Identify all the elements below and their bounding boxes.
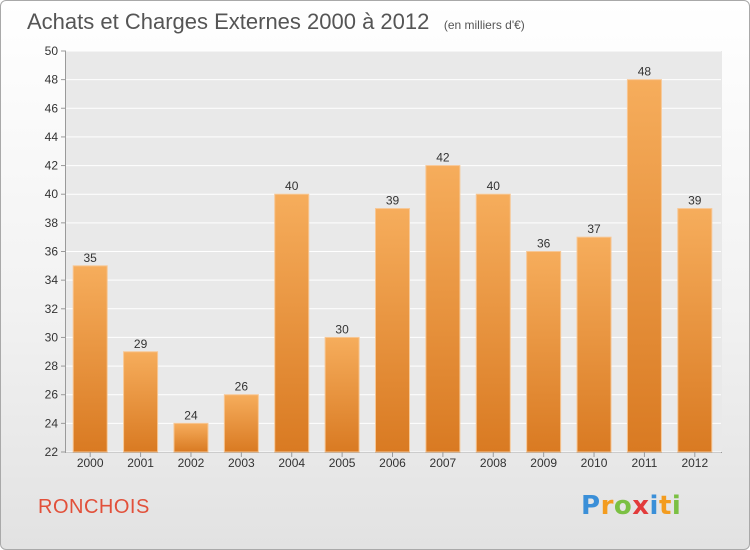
bar xyxy=(425,165,461,453)
logo-letter: r xyxy=(600,491,614,521)
value-label: 35 xyxy=(84,251,98,265)
y-tick-label: 44 xyxy=(45,130,59,144)
value-label: 29 xyxy=(134,337,148,351)
bar xyxy=(72,265,108,453)
x-tick-label: 2008 xyxy=(480,456,507,470)
value-label: 39 xyxy=(688,194,702,208)
x-tick-label: 2006 xyxy=(379,456,406,470)
y-tick-label: 22 xyxy=(45,445,59,459)
bar xyxy=(526,251,562,453)
y-tick-label: 34 xyxy=(45,273,59,287)
y-tick-label: 38 xyxy=(45,216,59,230)
bar xyxy=(677,208,713,453)
logo-letter: x xyxy=(632,491,650,521)
y-tick-label: 32 xyxy=(45,302,59,316)
value-label: 40 xyxy=(487,179,501,193)
value-label: 39 xyxy=(386,194,400,208)
logo-letter: i xyxy=(671,491,682,521)
chart-title: Achats et Charges Externes 2000 à 2012 xyxy=(27,9,430,34)
value-label: 30 xyxy=(335,322,349,336)
y-tick-label: 28 xyxy=(45,359,59,373)
bar xyxy=(375,208,410,453)
x-tick-label: 2007 xyxy=(430,456,457,470)
y-tick-label: 24 xyxy=(45,416,59,430)
bar xyxy=(626,79,662,453)
y-tick-label: 42 xyxy=(45,159,59,173)
x-tick-label: 2004 xyxy=(278,456,305,470)
x-tick-label: 2001 xyxy=(127,456,154,470)
value-label: 24 xyxy=(184,408,198,422)
logo-letter: o xyxy=(613,491,633,521)
value-label: 40 xyxy=(285,179,299,193)
bar xyxy=(576,236,612,453)
bar xyxy=(223,394,259,453)
y-tick-label: 36 xyxy=(45,245,59,259)
y-tick-label: 40 xyxy=(45,187,59,201)
x-tick-label: 2002 xyxy=(178,456,205,470)
value-label: 36 xyxy=(537,237,551,251)
x-tick-label: 2011 xyxy=(632,456,658,470)
y-tick-label: 26 xyxy=(45,388,59,402)
x-tick-label: 2012 xyxy=(681,456,708,470)
value-label: 48 xyxy=(638,65,652,79)
logo-letter: P xyxy=(581,491,601,521)
logo-letter: t xyxy=(658,491,672,521)
x-tick-label: 2009 xyxy=(530,456,557,470)
bar xyxy=(324,336,360,453)
chart-subtitle: (en milliers d'€) xyxy=(443,18,525,32)
bar xyxy=(274,193,310,453)
bar xyxy=(123,351,159,453)
y-tick-label: 48 xyxy=(45,73,59,87)
value-label: 26 xyxy=(235,380,249,394)
bar xyxy=(173,422,209,453)
proxiti-logo: Proxiti xyxy=(581,491,681,521)
x-tick-label: 2010 xyxy=(581,456,608,470)
y-tick-label: 50 xyxy=(45,44,59,58)
y-tick-label: 30 xyxy=(45,330,59,344)
value-label: 37 xyxy=(587,222,601,236)
y-tick-label: 46 xyxy=(45,101,59,115)
x-tick-label: 2003 xyxy=(228,456,255,470)
bar xyxy=(475,193,511,453)
logo-letter: i xyxy=(649,491,659,521)
commune-name: RONCHOIS xyxy=(38,496,150,518)
value-label: 42 xyxy=(436,151,450,165)
x-tick-label: 2005 xyxy=(329,456,356,470)
x-tick-label: 2000 xyxy=(77,456,104,470)
title-row: Achats et Charges Externes 2000 à 2012 (… xyxy=(27,9,525,35)
